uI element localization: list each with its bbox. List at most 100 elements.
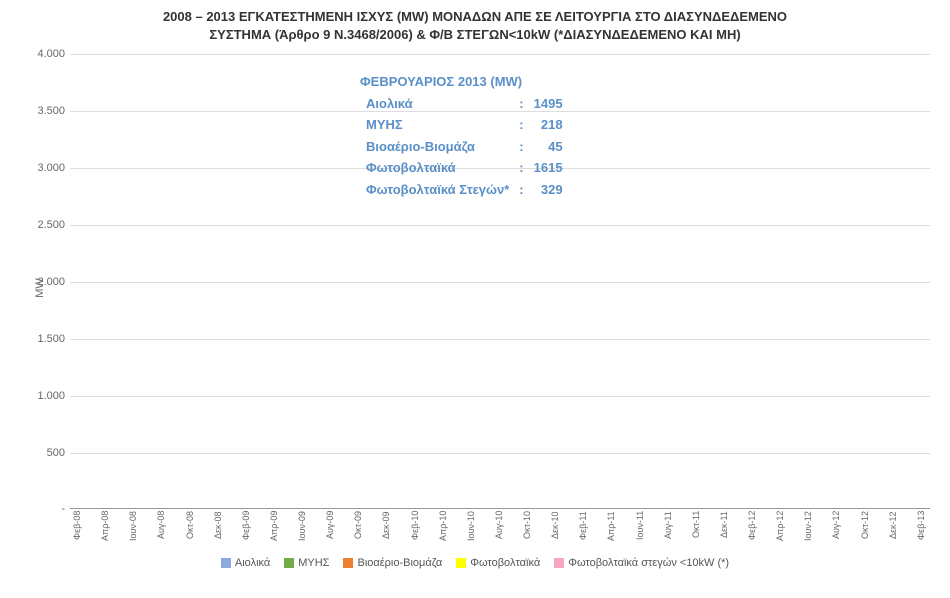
annotation-value: 1615 — [530, 158, 567, 178]
legend-item: Φωτοβολταϊκά στεγών <10kW (*) — [554, 557, 729, 569]
x-tick-label: Δεκ-11 — [719, 511, 731, 551]
x-tick-label — [367, 511, 379, 551]
x-tick-label — [114, 511, 126, 551]
x-tick-label: Δεκ-10 — [550, 511, 562, 551]
x-tick-label — [170, 511, 182, 551]
annotation-value: 218 — [530, 115, 567, 135]
x-tick-label — [817, 511, 829, 551]
x-tick-label — [902, 511, 914, 551]
legend-label: Βιοαέριο-Βιομάζα — [357, 557, 442, 569]
x-tick-label: Φεβ-08 — [72, 511, 84, 551]
x-tick-label — [339, 511, 351, 551]
x-tick-label — [395, 511, 407, 551]
x-tick-label: Οκτ-12 — [860, 511, 872, 551]
x-tick-label: Ιουν-12 — [803, 511, 815, 551]
x-tick-label: Ιουν-10 — [466, 511, 478, 551]
x-tick-label: Δεκ-09 — [381, 511, 393, 551]
y-axis: -5001.0001.5002.0002.5003.0003.5004.000 — [20, 54, 70, 509]
x-tick-label: Αυγ-08 — [156, 511, 168, 551]
x-tick-label — [142, 511, 154, 551]
x-tick-label: Δεκ-08 — [213, 511, 225, 551]
x-tick-label — [761, 511, 773, 551]
annotation-table: Αιολικά:1495ΜΥΗΣ:218Βιοαέριο-Βιομάζα:45Φ… — [360, 92, 569, 202]
legend-item: ΜΥΗΣ — [284, 557, 329, 569]
annotation-row: Φωτοβολταϊκά Στεγών*:329 — [362, 180, 567, 200]
x-tick-label: Απρ-08 — [100, 511, 112, 551]
annotation-row: Αιολικά:1495 — [362, 94, 567, 114]
x-tick-label: Οκτ-08 — [185, 511, 197, 551]
x-tick-label — [789, 511, 801, 551]
x-tick-label: Φεβ-10 — [410, 511, 422, 551]
legend-swatch — [554, 558, 564, 568]
annotation-row: Φωτοβολταϊκά:1615 — [362, 158, 567, 178]
x-axis-labels: Φεβ-08 Απρ-08 Ιουν-08 Αυγ-08 Οκτ-08 Δεκ-08 Φεβ… — [70, 511, 930, 551]
x-tick-label — [536, 511, 548, 551]
legend: Αιολικά ΜΥΗΣ Βιοαέριο-Βιομάζα Φωτοβολταϊκά Φ… — [20, 557, 930, 569]
x-tick-label — [311, 511, 323, 551]
x-tick-label — [86, 511, 98, 551]
x-tick-label: Οκτ-10 — [522, 511, 534, 551]
annotation-label: Αιολικά — [362, 94, 513, 114]
x-tick-label: Απρ-11 — [606, 511, 618, 551]
x-tick-label: Απρ-12 — [775, 511, 787, 551]
x-tick-label: Δεκ-12 — [888, 511, 900, 551]
y-tick: 1.000 — [37, 390, 65, 402]
legend-item: Αιολικά — [221, 557, 270, 569]
x-tick-label — [649, 511, 661, 551]
x-tick-label: Φεβ-09 — [241, 511, 253, 551]
plot-area: MW -5001.0001.5002.0002.5003.0003.5004.0… — [70, 54, 930, 509]
x-tick-label: Αυγ-10 — [494, 511, 506, 551]
annotation-row: Βιοαέριο-Βιομάζα:45 — [362, 137, 567, 157]
x-tick-label — [620, 511, 632, 551]
annotation-label: Βιοαέριο-Βιομάζα — [362, 137, 513, 157]
x-tick-label: Αυγ-09 — [325, 511, 337, 551]
x-tick-label: Οκτ-09 — [353, 511, 365, 551]
legend-item: Φωτοβολταϊκά — [456, 557, 540, 569]
x-tick-label: Ιουν-08 — [128, 511, 140, 551]
x-tick-label — [199, 511, 211, 551]
x-tick-label — [508, 511, 520, 551]
legend-item: Βιοαέριο-Βιομάζα — [343, 557, 442, 569]
x-tick-label — [480, 511, 492, 551]
legend-swatch — [456, 558, 466, 568]
x-tick-label — [677, 511, 689, 551]
x-tick-label: Φεβ-13 — [916, 511, 928, 551]
chart-container: 2008 – 2013 ΕΓΚΑΤΕΣΤΗΜΕΝΗ ΙΣΧΥΣ (MW) ΜΟΝ… — [0, 0, 950, 598]
y-tick: 4.000 — [37, 48, 65, 60]
annotation-label: Φωτοβολταϊκά Στεγών* — [362, 180, 513, 200]
chart-title: 2008 – 2013 ΕΓΚΑΤΕΣΤΗΜΕΝΗ ΙΣΧΥΣ (MW) ΜΟΝ… — [20, 8, 930, 44]
y-tick: 3.000 — [37, 162, 65, 174]
x-tick-label: Οκτ-11 — [691, 511, 703, 551]
x-tick-label: Ιουν-11 — [635, 511, 647, 551]
legend-label: Φωτοβολταϊκά — [470, 557, 540, 569]
x-tick-label — [424, 511, 436, 551]
annotation-title: ΦΕΒΡΟΥΑΡΙΟΣ 2013 (MW) — [360, 72, 569, 92]
x-tick-label — [874, 511, 886, 551]
x-tick-label: Αυγ-12 — [831, 511, 843, 551]
x-tick-label — [227, 511, 239, 551]
x-tick-label: Φεβ-12 — [747, 511, 759, 551]
y-tick: 2.000 — [37, 276, 65, 288]
y-tick: 500 — [47, 447, 65, 459]
x-tick-label — [705, 511, 717, 551]
legend-swatch — [343, 558, 353, 568]
title-line-1: 2008 – 2013 ΕΓΚΑΤΕΣΤΗΜΕΝΗ ΙΣΧΥΣ (MW) ΜΟΝ… — [163, 9, 787, 24]
summary-annotation: ΦΕΒΡΟΥΑΡΙΟΣ 2013 (MW) Αιολικά:1495ΜΥΗΣ:2… — [360, 72, 569, 201]
legend-label: Φωτοβολταϊκά στεγών <10kW (*) — [568, 557, 729, 569]
title-line-2: ΣΥΣΤΗΜΑ (Άρθρο 9 Ν.3468/2006) & Φ/Β ΣΤΕΓ… — [209, 27, 740, 42]
x-tick-label — [255, 511, 267, 551]
x-tick-label: Φεβ-11 — [578, 511, 590, 551]
x-tick-label — [733, 511, 745, 551]
x-tick-label — [283, 511, 295, 551]
x-tick-label: Ιουν-09 — [297, 511, 309, 551]
x-tick-label — [845, 511, 857, 551]
x-tick-label: Απρ-09 — [269, 511, 281, 551]
annotation-value: 329 — [530, 180, 567, 200]
x-axis-line — [70, 508, 930, 509]
legend-label: Αιολικά — [235, 557, 270, 569]
x-tick-label — [452, 511, 464, 551]
x-tick-label — [564, 511, 576, 551]
x-tick-label: Απρ-10 — [438, 511, 450, 551]
x-tick-label: Αυγ-11 — [663, 511, 675, 551]
legend-swatch — [284, 558, 294, 568]
